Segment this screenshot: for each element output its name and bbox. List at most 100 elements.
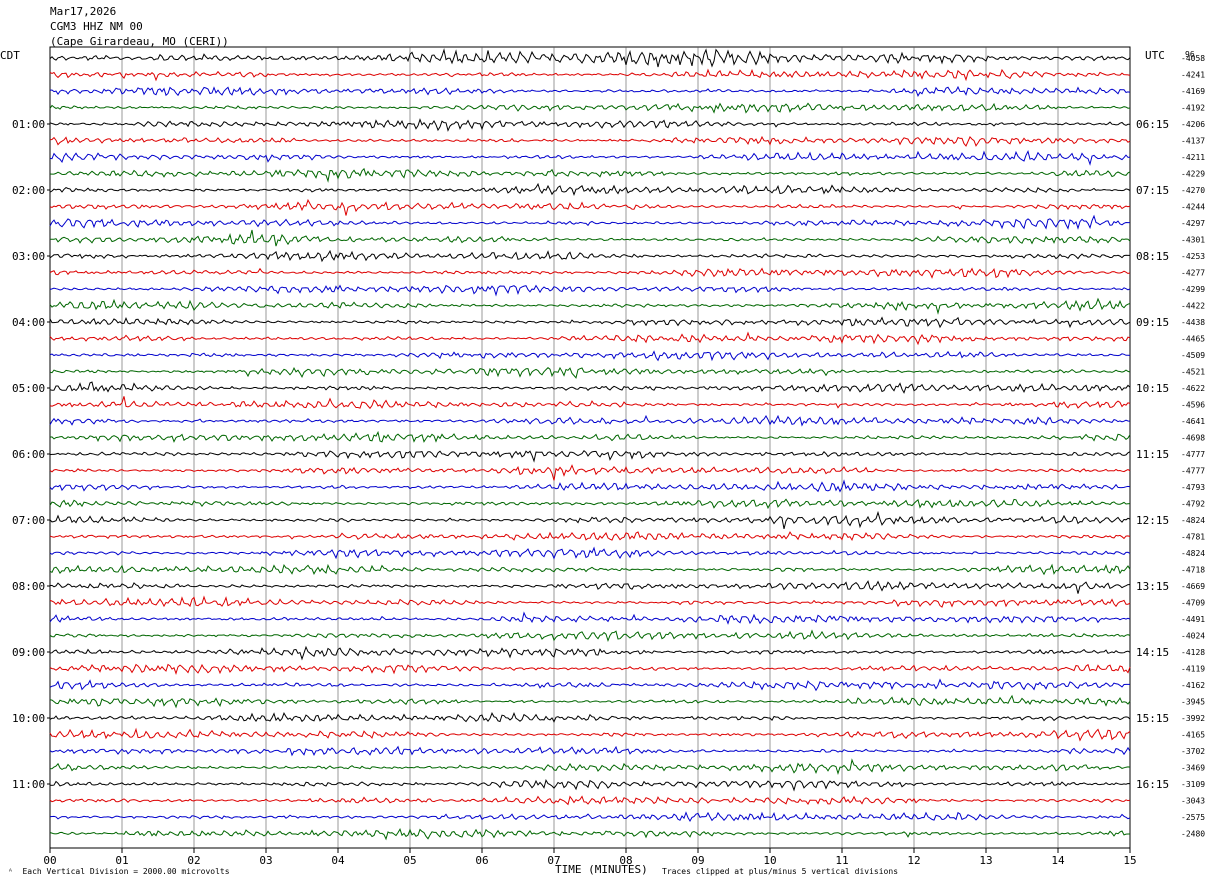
row-offset-label: -4698 [1181, 434, 1205, 443]
row-offset-label: -4277 [1181, 269, 1205, 278]
row-offset-label: -4301 [1181, 236, 1205, 245]
right-hour-label: 11:15 [1136, 448, 1169, 461]
trace-row [49, 449, 1131, 463]
left-hour-label: 05:00 [12, 382, 45, 395]
trace-row [49, 381, 1131, 394]
row-offset-label: -4211 [1181, 153, 1205, 162]
row-offset-label: -4491 [1181, 615, 1205, 624]
right-hour-label: 08:15 [1136, 250, 1169, 263]
right-hour-label: 10:15 [1136, 382, 1169, 395]
trace-row [49, 758, 1131, 775]
x-tick-label: 03 [259, 854, 272, 867]
right-hour-label: 15:15 [1136, 712, 1169, 725]
trace-row [49, 267, 1131, 279]
trace-row [49, 118, 1131, 132]
row-offset-label: -4596 [1181, 401, 1205, 410]
right-timezone-label: UTC [1145, 49, 1165, 62]
trace-row [49, 678, 1130, 692]
row-offset-label: -4669 [1181, 582, 1205, 591]
trace-row [49, 350, 1131, 362]
row-offset-label: -3702 [1181, 747, 1205, 756]
trace-row [49, 316, 1131, 329]
trace-row [49, 795, 1131, 806]
trace-row [49, 727, 1131, 742]
right-hour-label: 14:15 [1136, 646, 1169, 659]
trace-row [49, 249, 1130, 263]
row-offset-label: -3945 [1181, 698, 1205, 707]
x-tick-label: 11 [835, 854, 848, 867]
x-tick-label: 02 [187, 854, 200, 867]
row-offset-label: -2480 [1181, 830, 1205, 839]
footer-left-note-wrap: ᴬ Each Vertical Division = 2000.00 micro… [8, 867, 230, 876]
trace-row [49, 150, 1131, 166]
right-hour-label: 09:15 [1136, 316, 1169, 329]
left-hour-label: 06:00 [12, 448, 45, 461]
trace-row [49, 611, 1131, 625]
row-offset-label: -4824 [1181, 516, 1205, 525]
row-offset-label: -4299 [1181, 285, 1205, 294]
left-hour-label: 08:00 [12, 580, 45, 593]
trace-row [49, 645, 1131, 661]
trace-row [49, 430, 1131, 443]
row-offset-label: -4244 [1181, 203, 1205, 212]
station-label: CGM3 HHZ NM 00 [50, 20, 143, 33]
trace-row [50, 229, 1131, 247]
row-offset-label: -4777 [1181, 450, 1205, 459]
right-top-value: 96 [1185, 50, 1195, 59]
trace-row [49, 779, 1131, 792]
row-offset-label: -4641 [1181, 417, 1205, 426]
row-offset-label: -4119 [1181, 665, 1205, 674]
trace-row [49, 827, 1130, 841]
trace-row [49, 198, 1131, 216]
row-offset-label: -4781 [1181, 533, 1205, 542]
trace-row [49, 167, 1131, 183]
trace-row [49, 811, 1131, 823]
trace-row [49, 745, 1131, 757]
trace-row [49, 396, 1131, 410]
row-offset-label: -4465 [1181, 335, 1205, 344]
row-offset-label: -4162 [1181, 681, 1205, 690]
left-hour-label: 01:00 [12, 118, 45, 131]
trace-row [49, 182, 1131, 197]
right-hour-label: 06:15 [1136, 118, 1169, 131]
row-offset-label: -4206 [1181, 120, 1205, 129]
trace-row [49, 694, 1131, 709]
row-offset-label: -4253 [1181, 252, 1205, 261]
row-offset-label: -4058 [1181, 54, 1205, 63]
plot-frame [49, 46, 1131, 849]
left-hour-label: 09:00 [12, 646, 45, 659]
row-offset-label: -4270 [1181, 186, 1205, 195]
footer-left-note: Each Vertical Division = 2000.00 microvo… [22, 867, 230, 876]
trace-row [49, 331, 1131, 346]
trace-row [49, 629, 1131, 642]
trace-row [49, 297, 1131, 315]
trace-row [49, 102, 1131, 114]
trace-row [49, 580, 1130, 594]
trace-row [49, 711, 1131, 723]
x-tick-label: 14 [1051, 854, 1065, 867]
left-hour-label: 03:00 [12, 250, 45, 263]
footer-right-note: Traces clipped at plus/minus 5 vertical … [662, 867, 899, 876]
row-offset-label: -4192 [1181, 104, 1205, 113]
row-offset-label: -4622 [1181, 384, 1205, 393]
row-offset-label: -4169 [1181, 87, 1205, 96]
trace-row [49, 47, 1131, 68]
row-offset-label: -4509 [1181, 351, 1205, 360]
left-hour-label: 07:00 [12, 514, 45, 527]
row-offset-label: -4438 [1181, 318, 1205, 327]
trace-row [49, 464, 1131, 481]
x-tick-label: 15 [1123, 854, 1136, 867]
trace-row [49, 135, 1131, 147]
left-hour-label: 02:00 [12, 184, 45, 197]
row-offset-label: -4128 [1181, 648, 1205, 657]
left-timezone-label: CDT [0, 49, 20, 62]
right-hour-label: 07:15 [1136, 184, 1169, 197]
row-offset-label: -4709 [1181, 599, 1205, 608]
row-offset-label: -3992 [1181, 714, 1205, 723]
row-offset-label: -4165 [1181, 731, 1205, 740]
x-tick-label: 04 [331, 854, 345, 867]
row-offset-label: -4137 [1181, 137, 1205, 146]
row-offset-label: -4422 [1181, 302, 1205, 311]
x-tick-label: 06 [475, 854, 488, 867]
